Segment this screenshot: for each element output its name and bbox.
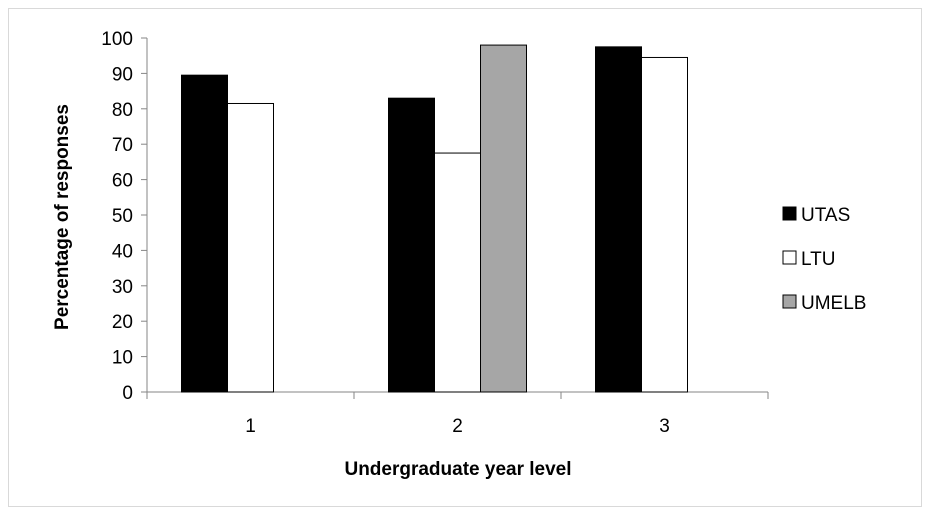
legend-swatch-umelb <box>782 294 797 309</box>
bar-ltu-2 <box>434 152 481 393</box>
bar-utas-1 <box>181 74 228 393</box>
x-tick-label: 2 <box>452 416 463 437</box>
y-tick-label: 50 <box>112 206 133 227</box>
legend-label-ltu: LTU <box>801 249 835 270</box>
bar-utas-3 <box>595 46 642 393</box>
y-axis: 0 10 20 30 40 50 60 70 80 90 100 <box>101 29 148 404</box>
y-tick-label: 10 <box>112 348 133 369</box>
bar-ltu-3 <box>641 56 688 393</box>
y-tick-label: 20 <box>112 312 133 333</box>
legend-swatch-utas <box>782 206 797 221</box>
bar-ltu-1 <box>227 102 274 393</box>
legend: UTAS LTU UMELB <box>782 205 866 314</box>
y-tick-label: 0 <box>122 383 133 404</box>
x-axis-title: Undergraduate year level <box>344 459 571 480</box>
y-tick-label: 40 <box>112 241 133 262</box>
legend-swatch-ltu <box>782 250 797 265</box>
legend-label-umelb: UMELB <box>801 293 866 314</box>
legend-label-utas: UTAS <box>801 205 850 226</box>
y-tick-label: 100 <box>101 29 133 50</box>
y-tick-label: 60 <box>112 171 133 192</box>
y-tick-label: 80 <box>112 100 133 121</box>
y-axis-title: Percentage of responses <box>52 104 73 330</box>
y-tick-label: 90 <box>112 64 133 85</box>
x-tick-label: 1 <box>245 416 256 437</box>
y-tick-label: 30 <box>112 277 133 298</box>
y-tick-label: 70 <box>112 135 133 156</box>
bar-umelb-2 <box>480 44 527 393</box>
x-axis: 1 2 3 <box>146 391 769 437</box>
bar-utas-2 <box>388 97 435 393</box>
x-tick-label: 3 <box>659 416 670 437</box>
bars <box>181 44 688 393</box>
